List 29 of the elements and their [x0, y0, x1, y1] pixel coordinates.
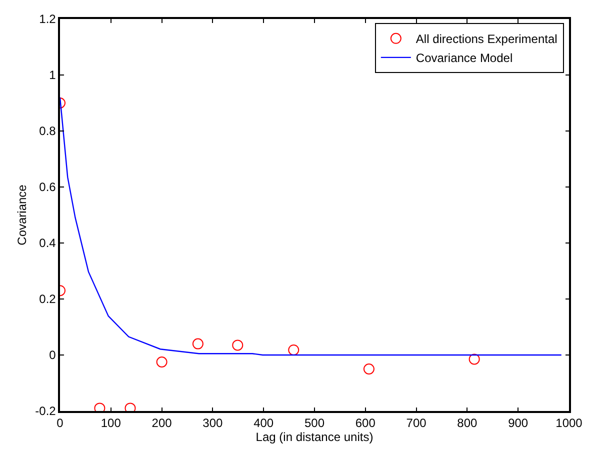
x-tick-label: 900	[508, 416, 528, 430]
point	[192, 338, 204, 350]
legend-label: All directions Experimental	[416, 32, 558, 46]
y-tick-label: 1	[49, 68, 56, 82]
point	[468, 354, 480, 365]
line-series	[60, 96, 562, 356]
y-axis-title: Covariance	[14, 184, 29, 246]
point	[288, 344, 300, 356]
y-tick-label: 0.4	[39, 236, 56, 250]
y-tick-label: 0.2	[39, 292, 56, 306]
legend-label: Covariance Model	[416, 51, 513, 66]
x-tick-label: 500	[304, 416, 325, 430]
y-tick-label: 0.6	[39, 180, 56, 194]
point	[232, 340, 244, 351]
y-tick-label: 1.2	[39, 12, 56, 26]
y-tick-label: 0	[49, 348, 56, 362]
y-tick-label: 0.8	[39, 124, 56, 138]
x-tick-label: 700	[406, 416, 427, 430]
x-tick-label: 600	[355, 416, 376, 430]
y-tick-label: -0.2	[35, 404, 56, 418]
x-tick-label: 800	[457, 416, 478, 430]
x-tick-label: 1000	[556, 416, 583, 430]
x-axis-title: Lag (in distance units)	[256, 430, 374, 444]
x-tick-label: 100	[100, 416, 122, 430]
x-tick-label: 400	[254, 416, 274, 430]
x-tick-label: 300	[202, 416, 224, 430]
point	[363, 364, 374, 374]
x-tick-label: 200	[152, 416, 172, 430]
point	[156, 356, 168, 368]
